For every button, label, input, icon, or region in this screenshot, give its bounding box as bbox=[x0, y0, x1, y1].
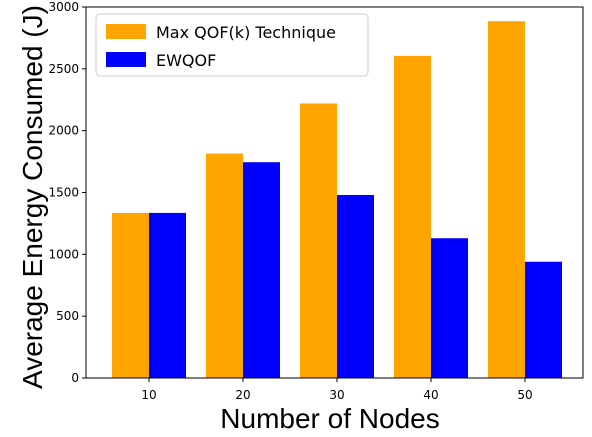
y-tick-label: 1500 bbox=[48, 186, 79, 200]
y-tick-label: 1000 bbox=[48, 247, 79, 261]
legend-swatch-ewqof bbox=[106, 52, 146, 67]
bar-max-qof-10 bbox=[112, 212, 149, 378]
bar-ewqof-10 bbox=[149, 212, 186, 378]
y-tick-label: 2500 bbox=[48, 62, 79, 76]
legend-label-max-qof: Max QOF(k) Technique bbox=[156, 23, 336, 42]
bar-max-qof-40 bbox=[394, 55, 431, 379]
bar-max-qof-50 bbox=[488, 21, 525, 378]
bar-max-qof-30 bbox=[300, 103, 337, 379]
y-tick-label: 500 bbox=[56, 309, 79, 323]
bar-ewqof-30 bbox=[337, 194, 374, 378]
axes-layer: 0 500 1000 1500 2000 2500 3000 10 20 30 40 50 bbox=[48, 0, 532, 402]
legend-box bbox=[95, 13, 369, 77]
bar-ewqof-20 bbox=[243, 162, 280, 378]
y-axis-label: Average Energy Consumed (J) bbox=[17, 5, 48, 389]
legend: Max QOF(k) Technique EWQOF bbox=[95, 13, 369, 77]
x-tick-label: 10 bbox=[141, 388, 156, 402]
legend-swatch-max-qof bbox=[106, 24, 146, 39]
bar-ewqof-40 bbox=[431, 238, 468, 378]
x-tick-label: 50 bbox=[517, 388, 532, 402]
x-axis-label: Number of Nodes bbox=[220, 403, 439, 434]
x-tick-label: 40 bbox=[423, 388, 438, 402]
y-tick-label: 2000 bbox=[48, 124, 79, 138]
bar-ewqof-50 bbox=[525, 261, 562, 378]
x-tick-label: 30 bbox=[329, 388, 344, 402]
y-tick-label: 0 bbox=[71, 371, 79, 385]
x-tick-label: 20 bbox=[235, 388, 250, 402]
bars-layer bbox=[112, 21, 562, 379]
legend-label-ewqof: EWQOF bbox=[156, 51, 216, 70]
y-tick-label: 3000 bbox=[48, 0, 79, 14]
bar-max-qof-20 bbox=[206, 153, 243, 378]
